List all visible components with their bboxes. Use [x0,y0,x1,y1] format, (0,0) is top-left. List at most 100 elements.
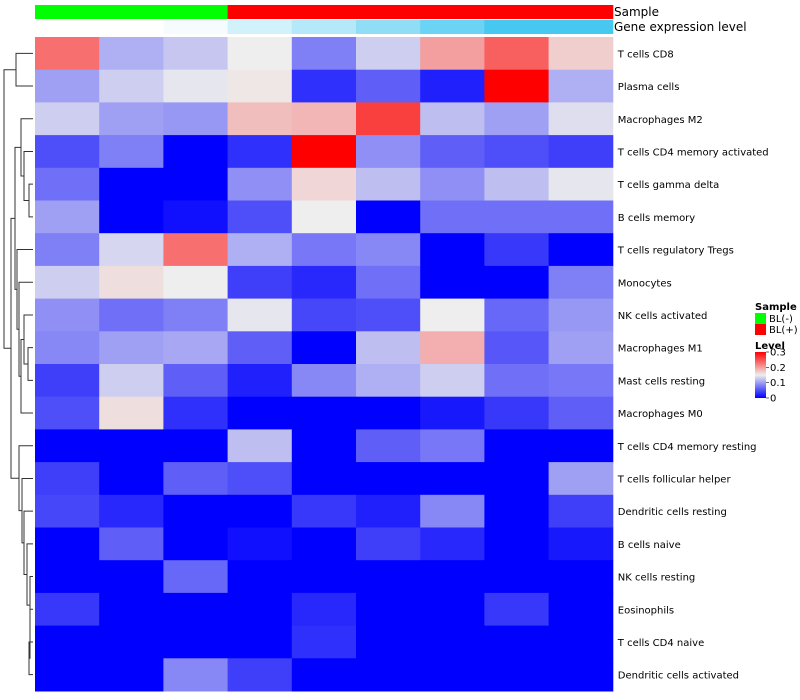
heatmap-cell [484,658,550,692]
heatmap-cell [227,462,293,496]
heatmap-cell [420,494,485,528]
dendrogram-branch [28,183,33,218]
row-label-b-cells-naive: B cells naive [618,540,681,551]
heatmap-cell [163,265,229,300]
heatmap-cell [227,494,293,528]
heatmap-cell [99,494,164,528]
heatmap-cell [291,429,357,463]
heatmap-cell [548,429,614,463]
heatmap-cell [163,135,229,169]
dendrogram-branch [3,69,16,349]
heatmap-cell [356,592,421,627]
heatmap-cell [356,527,421,561]
dendrogram-branch [14,146,21,290]
heatmap-cell [291,233,357,267]
sample-annotation-cell [420,5,485,19]
heatmap-cell [420,167,485,201]
heatmap-cell [99,462,164,496]
heatmap-cell [291,462,357,496]
legend-tick-label: 0.1 [770,378,786,389]
heatmap-cell [291,527,357,561]
heatmap-cell [356,37,421,71]
heatmap-cell [227,102,293,136]
legend-swatch-bl-pos [755,324,766,335]
heatmap-cell [356,429,421,463]
heatmap-cell [291,265,357,300]
heatmap-cell [356,494,421,528]
heatmap-cell [420,69,485,103]
sample-annotation-cell [548,5,614,19]
dendrogram-branch [20,338,33,414]
heatmap-cell [356,200,421,234]
row-label-t-cells-cd8: T cells CD8 [617,49,674,60]
heatmap-cell [227,658,293,692]
sample-annotation-cell [484,5,550,19]
legend-tick-label: 0.2 [770,363,786,374]
heatmap-cell [420,592,485,627]
heatmap-cell [99,429,164,463]
heatmap-cell [484,135,550,169]
dendrogram-branch [23,510,33,576]
heatmap-cell [99,560,164,594]
heatmap-cell [99,396,164,430]
heatmap-cell [356,298,421,332]
heatmap-cell [420,102,485,136]
heatmap-cell [420,658,485,692]
heatmap-cell [484,69,550,103]
row-label-t-cells-cd4-memory-activated: T cells CD4 memory activated [617,147,769,158]
heatmap-cell [291,625,357,659]
heatmap-cell [163,233,229,267]
heatmap-cell [484,560,550,594]
row-label-t-cells-follicular-helper: T cells follicular helper [617,474,732,485]
heatmap-cell [163,298,229,332]
heatmap-cell [420,233,485,267]
heatmap-cell [227,429,293,463]
heatmap-cell [163,658,229,692]
heatmap-cell [356,265,421,300]
sample-annotation-cell [35,5,100,19]
row-label-t-cells-cd4-naive: T cells CD4 naive [617,638,704,649]
legend-color-bar [755,352,766,398]
heatmap-cell [163,396,229,430]
heatmap-cell [99,69,164,103]
row-label-dendritic-cells-activated: Dendritic cells activated [618,671,739,682]
heatmap-cell [484,102,550,136]
heatmap-cell [484,592,550,627]
heatmap-cell [227,592,293,627]
heatmap-cell [484,200,550,234]
heatmap-cell [548,592,614,627]
row-label-plasma-cells: Plasma cells [618,82,680,93]
heatmap-cell [99,233,164,267]
heatmap-cell [163,102,229,136]
heatmap-cell [484,331,550,365]
heatmap-cell [484,396,550,430]
heatmap-cell [420,364,485,398]
heatmap-cell [548,200,614,234]
row-label-mast-cells-resting: Mast cells resting [618,376,705,387]
heatmap-cell [356,102,421,136]
heatmap-cell [35,331,100,365]
heatmap-cell [548,298,614,332]
heatmap-cell [548,527,614,561]
heatmap-cell [35,265,100,300]
heatmap-cell [35,364,100,398]
heatmap-cell [227,69,293,103]
row-label-b-cells-memory: B cells memory [618,213,695,224]
heatmap-cell [356,560,421,594]
heatmap-cell [163,494,229,528]
heatmap-cell [99,200,164,234]
heatmap-cell [548,396,614,430]
heatmap-cell [35,429,100,463]
row-labels: T cells CD8 Plasma cells Macrophages M2 T c… [617,49,769,681]
heatmap-cell [420,200,485,234]
heatmap-cell [291,592,357,627]
row-label-eosinophils: Eosinophils [618,605,674,616]
heatmap-cell [548,625,614,659]
heatmap-cell [163,364,229,398]
heatmap-cell [163,527,229,561]
heatmap-cell [420,560,485,594]
heatmap-cell [420,37,485,71]
heatmap-cell [356,658,421,692]
heatmap-cells [35,37,614,692]
row-label-t-cells-cd4-memory-resting: T cells CD4 memory resting [617,442,757,453]
